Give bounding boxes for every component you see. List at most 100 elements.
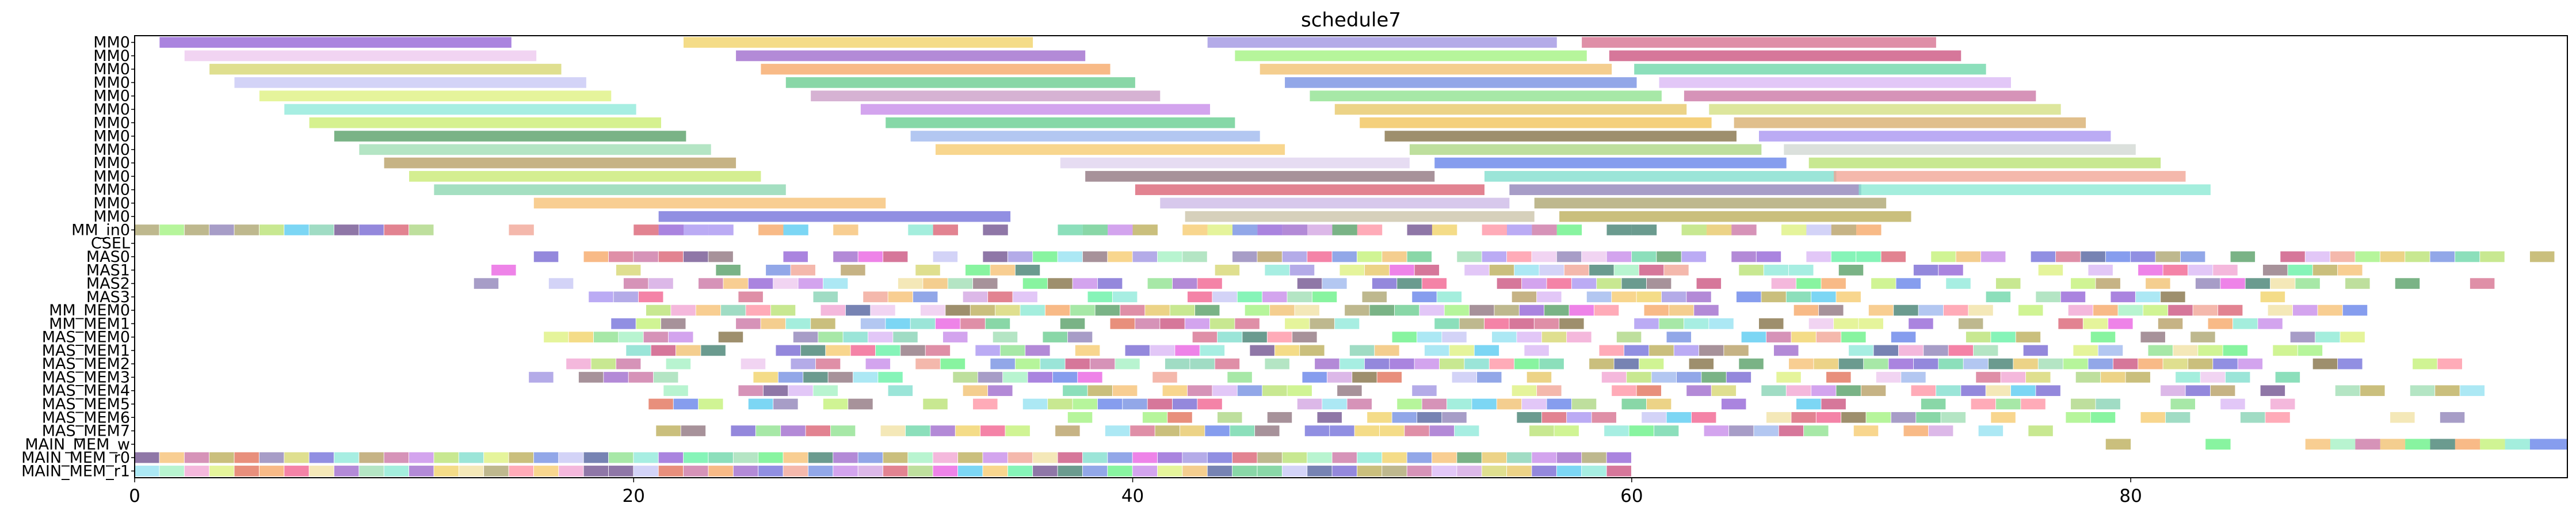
task-block bbox=[733, 466, 758, 477]
task-block bbox=[1112, 291, 1138, 303]
task-block bbox=[1237, 385, 1262, 397]
task-block bbox=[1058, 251, 1082, 262]
task-block bbox=[910, 318, 936, 329]
task-block bbox=[559, 466, 583, 477]
task-block bbox=[1971, 398, 1996, 410]
task-block bbox=[1651, 372, 1677, 383]
task-block bbox=[793, 332, 818, 342]
task-block bbox=[1789, 358, 1814, 370]
task-block bbox=[1761, 291, 1786, 303]
task-block bbox=[1172, 278, 1197, 289]
schedule-bar bbox=[811, 90, 1161, 102]
task-block bbox=[1594, 304, 1619, 316]
schedule-bar bbox=[1085, 171, 1435, 182]
task-block bbox=[1606, 466, 1631, 477]
task-block bbox=[699, 278, 723, 289]
task-block bbox=[1891, 332, 1916, 342]
task-block bbox=[619, 332, 643, 342]
task-block bbox=[699, 398, 723, 410]
task-block bbox=[833, 251, 858, 262]
task-block bbox=[1946, 278, 1971, 289]
task-block bbox=[1474, 345, 1499, 356]
task-block bbox=[1043, 332, 1067, 342]
task-block bbox=[309, 452, 334, 463]
task-block bbox=[2292, 304, 2318, 316]
schedule-bar bbox=[1784, 144, 2136, 155]
task-block bbox=[2001, 372, 2026, 383]
task-block bbox=[1858, 318, 1883, 329]
task-block bbox=[908, 452, 933, 463]
task-block bbox=[1614, 358, 1639, 370]
task-block bbox=[1310, 318, 1334, 329]
schedule-bar bbox=[910, 131, 1260, 142]
task-block bbox=[1766, 332, 1791, 342]
task-block bbox=[1052, 372, 1078, 383]
task-block bbox=[1963, 358, 1989, 370]
task-block bbox=[1058, 466, 1082, 477]
schedule-bar bbox=[761, 63, 1110, 75]
task-block bbox=[661, 318, 686, 329]
task-block bbox=[1110, 318, 1135, 329]
task-block bbox=[1429, 425, 1455, 436]
task-block bbox=[2355, 251, 2380, 262]
task-block bbox=[1924, 345, 1948, 356]
task-block bbox=[1218, 412, 1242, 423]
task-block bbox=[731, 425, 755, 436]
task-block bbox=[1806, 224, 1831, 235]
task-block bbox=[741, 358, 766, 370]
row-label: MAS3 bbox=[86, 288, 130, 306]
task-block bbox=[1452, 372, 1477, 383]
task-block bbox=[1250, 345, 1274, 356]
schedule-bar bbox=[1858, 184, 2211, 195]
task-block bbox=[1936, 385, 1961, 397]
task-block bbox=[2101, 372, 2125, 383]
task-block bbox=[1215, 264, 1240, 276]
task-block bbox=[459, 452, 484, 463]
task-block bbox=[898, 278, 923, 289]
schedule-bar bbox=[1834, 171, 2186, 182]
task-block bbox=[1814, 358, 1838, 370]
task-block bbox=[1130, 425, 1155, 436]
task-block bbox=[823, 278, 848, 289]
task-block bbox=[1741, 332, 1766, 342]
task-block bbox=[1382, 452, 1407, 463]
task-block bbox=[1539, 358, 1564, 370]
task-block bbox=[1147, 398, 1173, 410]
task-block bbox=[988, 291, 1013, 303]
task-block bbox=[886, 318, 910, 329]
x-tick-label: 0 bbox=[129, 486, 140, 506]
task-block bbox=[1132, 466, 1158, 477]
task-block bbox=[1000, 345, 1025, 356]
task-block bbox=[2380, 439, 2406, 450]
task-block bbox=[209, 452, 234, 463]
task-block bbox=[1497, 398, 1522, 410]
task-block bbox=[1966, 332, 1991, 342]
x-tick-label: 20 bbox=[623, 486, 645, 506]
schedule-bar bbox=[409, 171, 761, 182]
task-block bbox=[1414, 264, 1440, 276]
task-block bbox=[1334, 318, 1360, 329]
task-block bbox=[1606, 251, 1631, 262]
schedule-bar bbox=[359, 144, 711, 155]
task-block bbox=[935, 318, 960, 329]
task-block bbox=[1442, 412, 1467, 423]
task-block bbox=[1537, 291, 1562, 303]
task-block bbox=[1364, 358, 1390, 370]
task-block bbox=[1232, 224, 1258, 235]
task-block bbox=[915, 264, 940, 276]
task-block bbox=[1524, 345, 1549, 356]
task-block bbox=[653, 372, 678, 383]
task-block bbox=[1147, 278, 1173, 289]
task-block bbox=[1819, 304, 1844, 316]
task-block bbox=[766, 264, 791, 276]
task-block bbox=[1938, 264, 1963, 276]
row-label: MAS_MEM5 bbox=[42, 395, 130, 413]
task-block bbox=[1155, 425, 1180, 436]
task-block bbox=[1048, 398, 1073, 410]
task-block bbox=[2163, 264, 2188, 276]
task-block bbox=[1706, 224, 1732, 235]
task-block bbox=[2138, 264, 2163, 276]
task-block bbox=[2138, 358, 2163, 370]
task-block bbox=[2480, 251, 2505, 262]
